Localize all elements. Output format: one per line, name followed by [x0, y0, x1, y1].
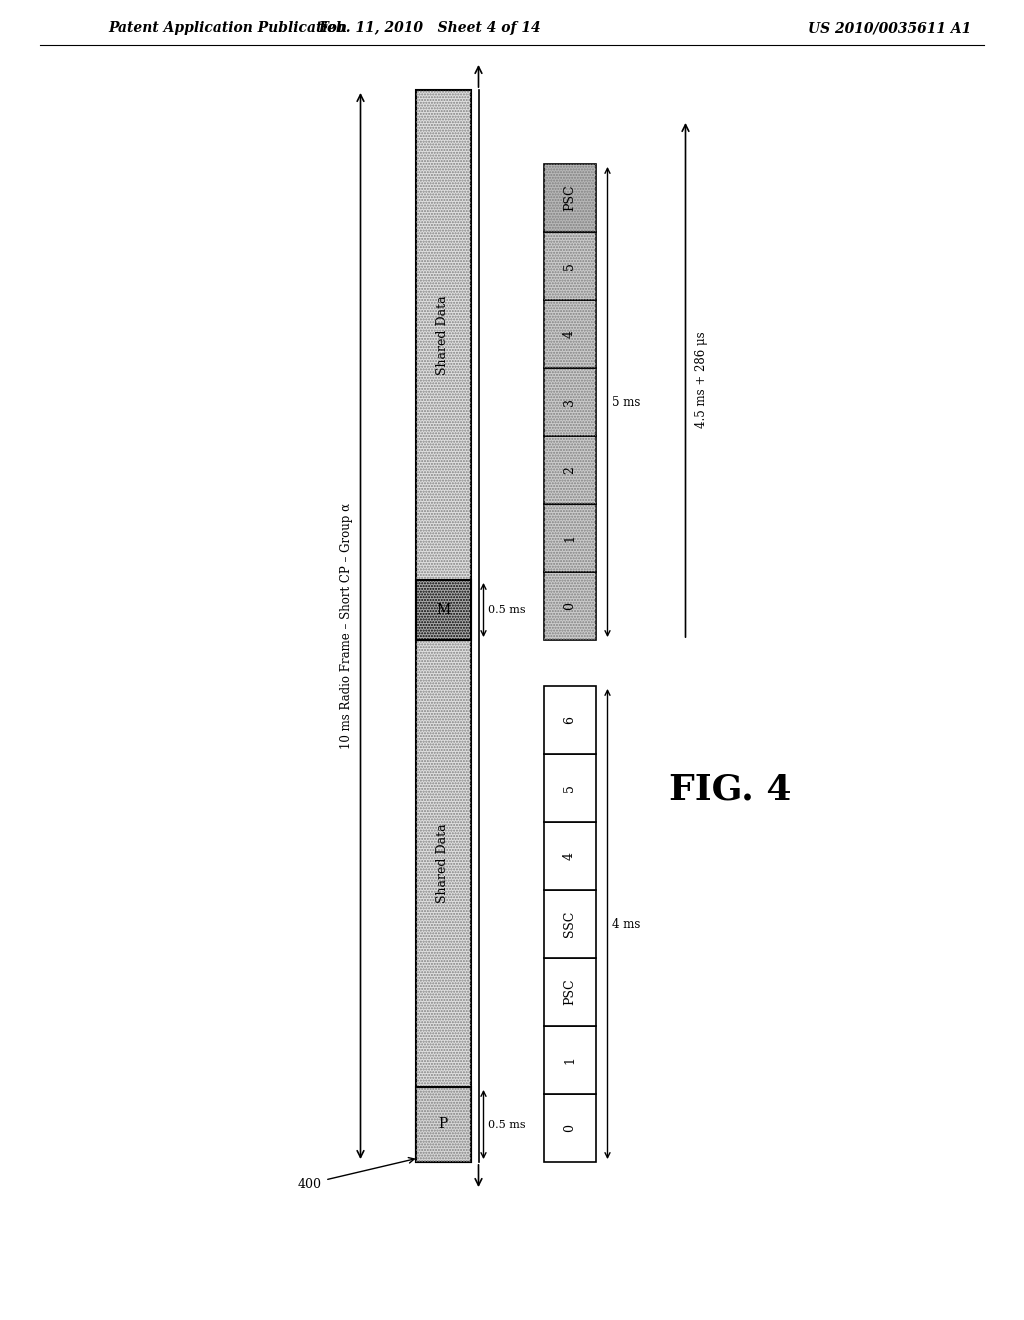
- Bar: [544, 164, 596, 232]
- Text: 6: 6: [563, 715, 575, 723]
- Bar: [544, 1094, 596, 1162]
- Bar: [416, 1086, 470, 1162]
- Bar: [544, 572, 596, 640]
- Bar: [544, 300, 596, 368]
- Bar: [416, 90, 470, 1162]
- Text: 2: 2: [563, 466, 575, 474]
- Bar: [544, 754, 596, 822]
- Bar: [544, 504, 596, 572]
- Text: 0.5 ms: 0.5 ms: [487, 605, 525, 615]
- Text: P: P: [438, 1118, 447, 1131]
- Text: M: M: [436, 603, 451, 616]
- Text: 5 ms: 5 ms: [612, 396, 641, 408]
- Text: Feb. 11, 2010   Sheet 4 of 14: Feb. 11, 2010 Sheet 4 of 14: [318, 21, 542, 36]
- Bar: [544, 368, 596, 436]
- Text: 4: 4: [563, 330, 575, 338]
- Text: 400: 400: [298, 1177, 322, 1191]
- Text: Patent Application Publication: Patent Application Publication: [108, 21, 347, 36]
- Bar: [544, 300, 596, 368]
- Bar: [544, 164, 596, 232]
- Text: SSC: SSC: [563, 911, 575, 937]
- Bar: [544, 436, 596, 504]
- Bar: [416, 579, 470, 640]
- Bar: [416, 579, 470, 640]
- Text: Shared Data: Shared Data: [436, 824, 450, 903]
- Bar: [416, 1086, 470, 1162]
- Text: 0.5 ms: 0.5 ms: [487, 1119, 525, 1130]
- Text: 5: 5: [563, 784, 575, 792]
- Text: 3: 3: [563, 399, 575, 407]
- Text: 10 ms Radio Frame – Short CP – Group α: 10 ms Radio Frame – Short CP – Group α: [340, 503, 353, 748]
- Text: PSC: PSC: [563, 185, 575, 211]
- Text: 4 ms: 4 ms: [612, 917, 641, 931]
- Bar: [544, 232, 596, 300]
- Text: Shared Data: Shared Data: [436, 296, 450, 375]
- Text: 4.5 ms + 286 μs: 4.5 ms + 286 μs: [695, 331, 709, 428]
- Text: 4: 4: [563, 851, 575, 861]
- Bar: [416, 90, 470, 1162]
- Text: 0: 0: [563, 602, 575, 610]
- Bar: [544, 572, 596, 640]
- Text: US 2010/0035611 A1: US 2010/0035611 A1: [808, 21, 972, 36]
- Bar: [544, 436, 596, 504]
- Bar: [544, 822, 596, 890]
- Text: PSC: PSC: [563, 978, 575, 1006]
- Text: 5: 5: [563, 263, 575, 269]
- Bar: [544, 686, 596, 754]
- Bar: [544, 232, 596, 300]
- Text: FIG. 4: FIG. 4: [669, 774, 792, 807]
- Bar: [544, 504, 596, 572]
- Bar: [544, 890, 596, 958]
- Bar: [544, 958, 596, 1026]
- Text: 0: 0: [563, 1125, 575, 1133]
- Text: 1: 1: [563, 1056, 575, 1064]
- Bar: [544, 368, 596, 436]
- Text: 1: 1: [563, 535, 575, 543]
- Bar: [544, 1026, 596, 1094]
